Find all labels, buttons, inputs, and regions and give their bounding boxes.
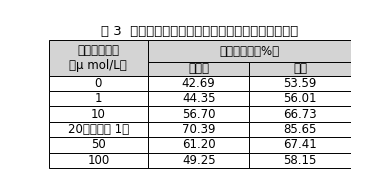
Bar	[250, 91, 351, 107]
Bar	[49, 107, 148, 122]
Text: 1: 1	[95, 92, 102, 105]
Text: 10: 10	[91, 108, 106, 121]
Bar	[49, 76, 148, 91]
Text: 70.39: 70.39	[182, 123, 215, 136]
Text: 61.20: 61.20	[182, 139, 216, 152]
Bar	[250, 153, 351, 168]
Text: 表 3  伏立诺他对万寿菊花粉愈伤组织绿苗分化的影响: 表 3 伏立诺他对万寿菊花粉愈伤组织绿苗分化的影响	[101, 25, 298, 38]
Text: 56.01: 56.01	[284, 92, 317, 105]
Text: 50: 50	[91, 139, 106, 152]
Text: 53.59: 53.59	[284, 77, 317, 90]
Text: 42.69: 42.69	[182, 77, 216, 90]
Bar	[250, 62, 351, 76]
Bar	[49, 91, 148, 107]
Bar	[148, 40, 351, 62]
Bar	[250, 137, 351, 153]
Bar	[49, 153, 148, 168]
Text: 49.25: 49.25	[182, 154, 216, 167]
Bar	[49, 122, 148, 137]
Bar	[148, 107, 250, 122]
Bar	[250, 76, 351, 91]
Text: 0: 0	[95, 77, 102, 90]
Bar	[148, 76, 250, 91]
Text: 66.73: 66.73	[284, 108, 317, 121]
Bar	[250, 122, 351, 137]
Bar	[148, 122, 250, 137]
Text: 安提瓜: 安提瓜	[188, 62, 209, 75]
Text: 发现: 发现	[293, 62, 307, 75]
Text: 绿苗分化率（%）: 绿苗分化率（%）	[220, 44, 280, 57]
Text: 58.15: 58.15	[284, 154, 317, 167]
Text: 20（实施例 1）: 20（实施例 1）	[68, 123, 129, 136]
Bar	[49, 40, 148, 76]
Bar	[148, 91, 250, 107]
Bar	[148, 153, 250, 168]
Text: 85.65: 85.65	[284, 123, 317, 136]
Text: 44.35: 44.35	[182, 92, 215, 105]
Text: 67.41: 67.41	[284, 139, 317, 152]
Text: 100: 100	[87, 154, 110, 167]
Bar	[148, 62, 250, 76]
Text: 56.70: 56.70	[182, 108, 215, 121]
Bar	[49, 137, 148, 153]
Bar	[250, 107, 351, 122]
Text: 伏立诺他浓度
（μ mol/L）: 伏立诺他浓度 （μ mol/L）	[69, 44, 127, 72]
Bar	[148, 137, 250, 153]
